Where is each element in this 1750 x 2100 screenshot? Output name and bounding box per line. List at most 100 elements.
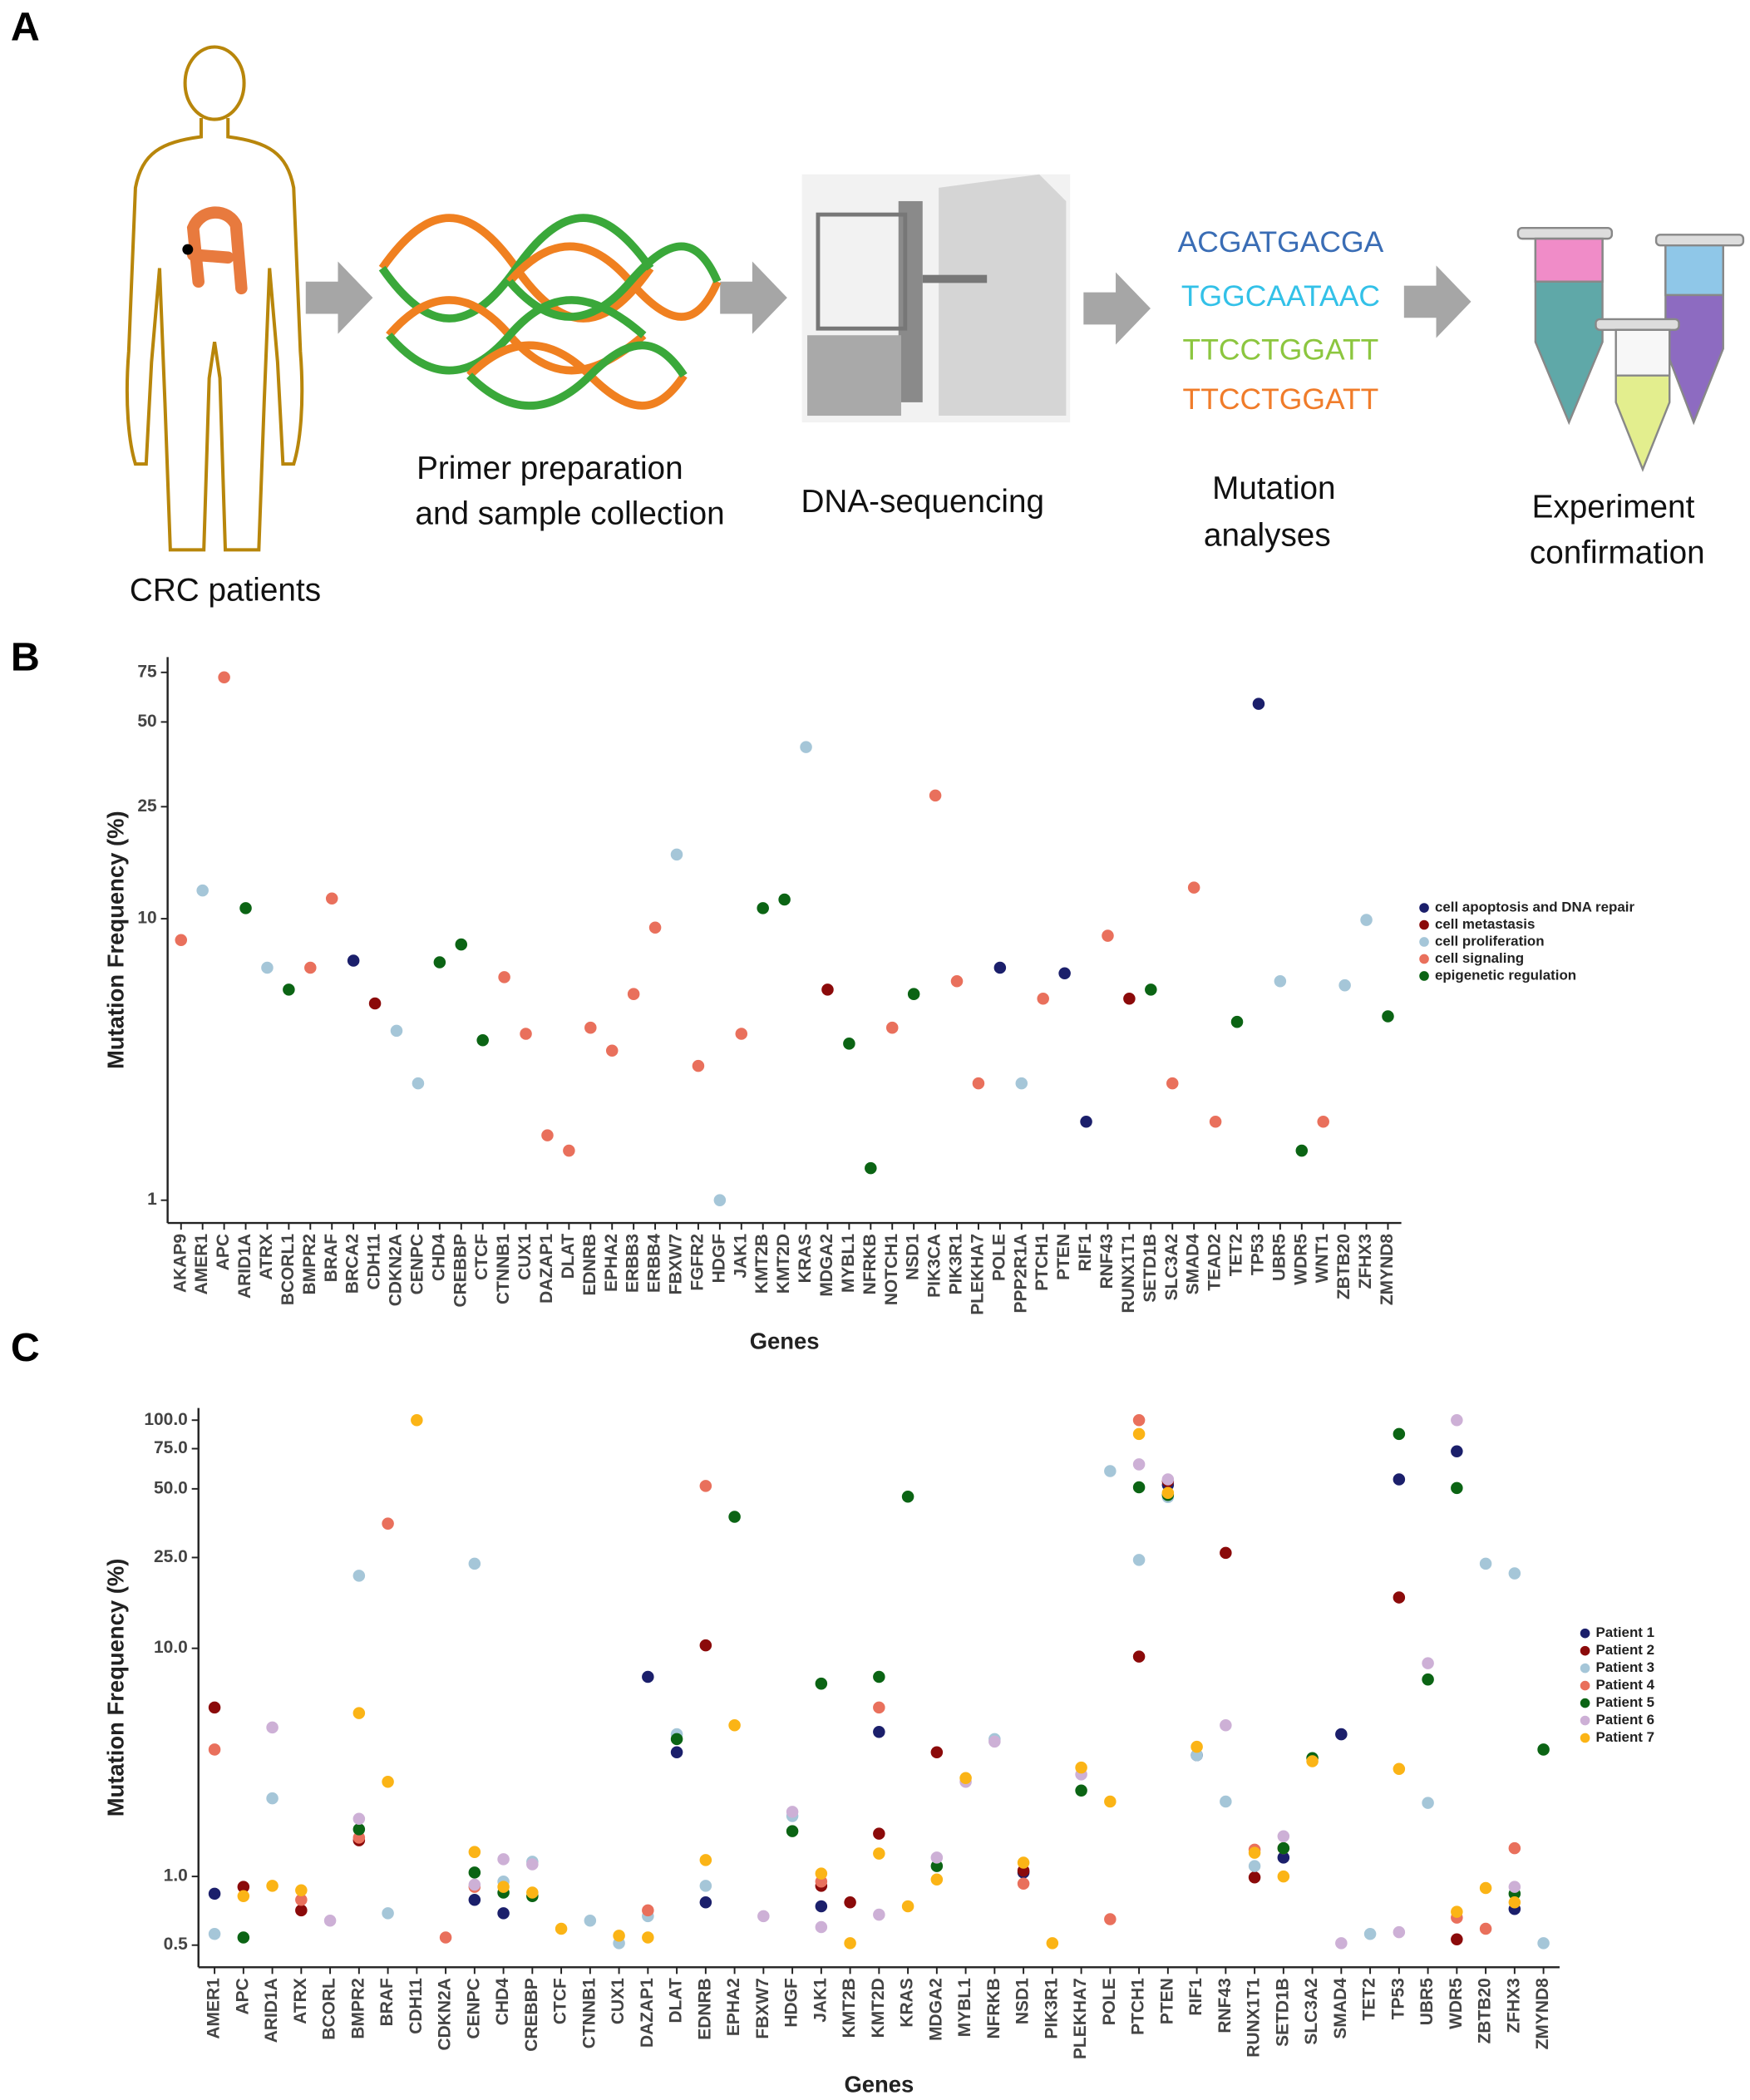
sequence: TTCCTGGATT (1183, 333, 1379, 366)
x-tick-label: DAZAP1 (638, 1978, 657, 2048)
x-tick-label: MDGA2 (926, 1978, 945, 2041)
data-point (237, 1881, 250, 1893)
data-point (1190, 1748, 1203, 1762)
data-point (439, 1931, 452, 1944)
data-point (930, 1746, 944, 1759)
data-point (295, 1893, 308, 1906)
step-label: confirmation (1530, 535, 1705, 570)
data-point (930, 1851, 944, 1864)
data-point (1220, 1795, 1232, 1808)
x-tick-label: RIF1 (1186, 1978, 1205, 2016)
data-point (642, 1904, 654, 1917)
x-tick-label: MYBL1 (955, 1978, 974, 2037)
x-tick-label: CTCF (551, 1978, 570, 2024)
x-tick-label: RNF43 (1097, 1234, 1117, 1289)
data-point (498, 971, 510, 983)
x-tick-label: CUX1 (515, 1234, 535, 1280)
data-point (1508, 1881, 1521, 1893)
data-point (266, 1880, 279, 1892)
data-point (1451, 1413, 1463, 1427)
x-tick-label: UBR5 (1417, 1978, 1437, 2025)
data-point (648, 921, 662, 934)
x-tick-label: TP53 (1388, 1978, 1407, 2019)
data-point (873, 1847, 885, 1860)
y-tick-label: 25 (137, 796, 157, 816)
data-point (930, 1860, 944, 1872)
x-tick-label: CDKN2A (387, 1234, 406, 1306)
colon (186, 206, 248, 295)
x-tick-label: CREBBP (451, 1234, 470, 1308)
data-point (800, 741, 812, 753)
data-point (382, 1775, 394, 1788)
data-point (692, 1059, 705, 1072)
y-axis-title: Mutation Frequency (%) (102, 811, 128, 1069)
sequence: ACGATGACGA (1178, 225, 1384, 259)
legend-marker (1580, 1663, 1590, 1674)
x-tick-label: NFRKB (860, 1234, 880, 1294)
x-tick-label: TEAD2 (1205, 1234, 1225, 1291)
data-point (778, 893, 791, 906)
x-tick-label: ZMYND8 (1378, 1234, 1397, 1305)
data-point (873, 1726, 885, 1738)
y-tick-label: 75.0 (154, 1438, 188, 1457)
data-point (1037, 992, 1049, 1005)
data-point (1451, 1933, 1463, 1946)
legend-marker (1580, 1698, 1590, 1708)
data-point (728, 1718, 741, 1732)
data-point (526, 1858, 539, 1871)
data-point (1451, 1905, 1463, 1918)
dna-helices (378, 214, 722, 410)
x-tick-label: RIF1 (1076, 1234, 1095, 1272)
panel-label: B (11, 635, 40, 680)
data-point (1220, 1718, 1232, 1732)
data-point (468, 1878, 481, 1891)
legend-label: cell metastasis (1435, 916, 1535, 932)
data-point (1248, 1871, 1261, 1884)
x-tick-label: FBXW7 (753, 1978, 772, 2038)
data-point (1393, 1427, 1406, 1441)
x-tick-label: WDR5 (1447, 1978, 1466, 2029)
x-tick-label: KMT2B (752, 1234, 771, 1294)
legend-label: epigenetic regulation (1435, 967, 1576, 983)
data-point (988, 1735, 1001, 1748)
data-point (1422, 1657, 1434, 1669)
sequence: TTCCTGGATT (1183, 382, 1379, 416)
step-label: Primer preparation (417, 451, 683, 486)
x-tick-label: PTEN (1157, 1978, 1176, 2024)
x-tick-label: POLE (989, 1234, 1008, 1281)
x-tick-label: SETD1B (1141, 1234, 1160, 1303)
data-point (1132, 1554, 1146, 1566)
data-point (885, 1021, 899, 1034)
data-point (728, 1511, 741, 1523)
data-point (1393, 1473, 1406, 1486)
data-point (1145, 983, 1157, 996)
x-tick-label: RUNX1T1 (1245, 1978, 1264, 2058)
data-point (1479, 1557, 1492, 1570)
data-point (1132, 1650, 1146, 1663)
data-point (1187, 881, 1200, 894)
y-tick-label: 25.0 (154, 1547, 188, 1566)
tubes (1516, 227, 1745, 472)
step-label: Mutation (1212, 471, 1335, 506)
data-point (699, 1895, 712, 1909)
data-point (325, 892, 338, 905)
arrows (305, 261, 1471, 345)
data-point (843, 1038, 855, 1050)
data-point (642, 1670, 654, 1683)
x-tick-label: HDGF (782, 1978, 801, 2028)
sequencer (801, 174, 1071, 423)
data-point (208, 1887, 221, 1900)
legend-marker (1580, 1715, 1590, 1726)
data-point (266, 1721, 279, 1734)
data-point (786, 1825, 799, 1837)
x-tick-label: ATRX (291, 1978, 310, 2024)
data-point (1422, 1797, 1434, 1809)
data-point (1209, 1116, 1222, 1128)
data-point (613, 1930, 625, 1942)
x-tick-label: SLC3A2 (1302, 1978, 1321, 2044)
data-point (1220, 1546, 1232, 1560)
data-point (237, 1931, 250, 1944)
data-point (1537, 1937, 1550, 1950)
x-tick-label: ARID1A (235, 1234, 254, 1299)
data-point (993, 961, 1007, 974)
